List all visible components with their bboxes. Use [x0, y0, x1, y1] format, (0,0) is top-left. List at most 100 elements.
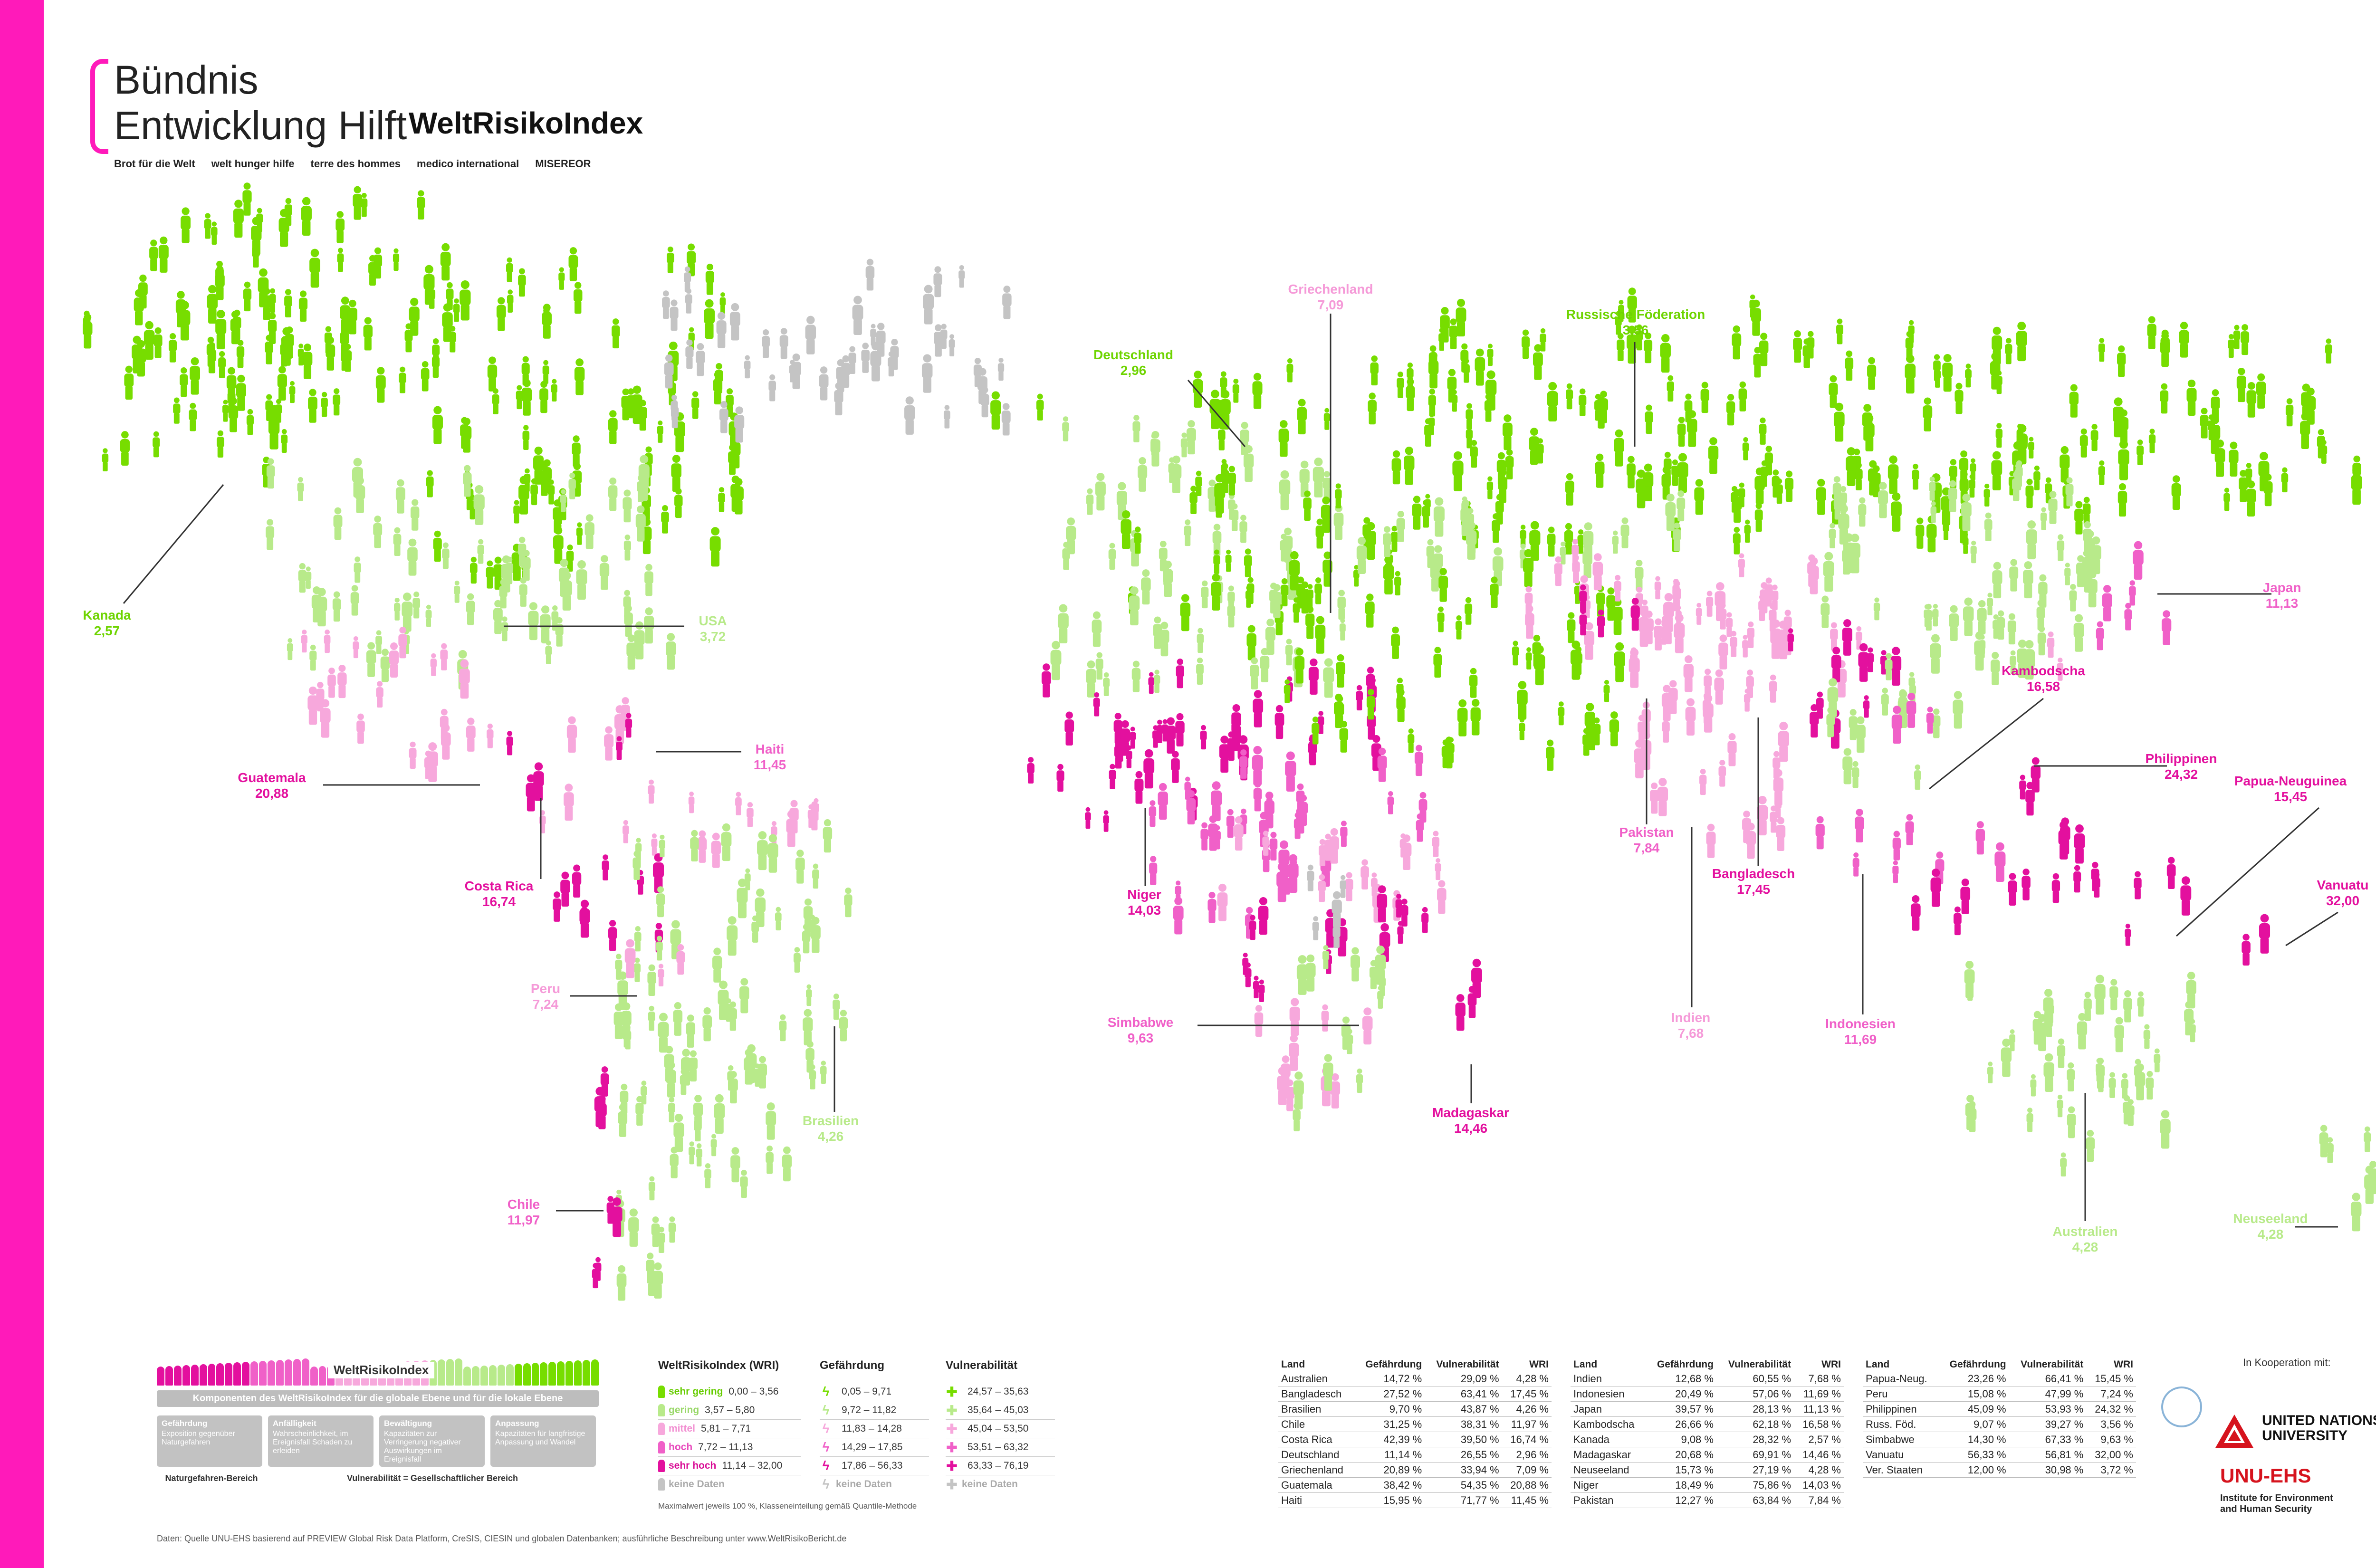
table-header: WRI	[2114, 1359, 2133, 1370]
country-name: Bangladesch	[1712, 866, 1795, 881]
person-figure-icon	[204, 213, 211, 239]
person-figure-icon	[518, 268, 526, 297]
person-figure-icon	[2098, 338, 2105, 362]
country-table-3: Land Gefährdung Vulnerabilität WRI Papua-Neu…	[1863, 1358, 2136, 1478]
person-figure-icon	[2031, 757, 2041, 793]
person-figure-icon	[1418, 792, 1428, 823]
person-figure-icon	[533, 762, 544, 801]
person-figure-icon	[1738, 482, 1745, 507]
person-figure-icon	[2241, 324, 2250, 355]
person-figure-icon	[506, 731, 513, 755]
person-figure-icon	[2082, 497, 2091, 526]
person-figure-icon	[1333, 504, 1344, 540]
person-figure-icon	[1397, 371, 1404, 398]
person-figure-icon	[1772, 751, 1781, 779]
person-figure-icon	[1496, 452, 1506, 486]
person-figure-icon	[635, 1096, 644, 1126]
person-figure-icon	[1815, 816, 1825, 850]
person-figure-icon	[307, 686, 318, 725]
person-figure-icon	[1954, 382, 1964, 414]
table-row: Guatemala 38,42 % 54,35 % 20,88 %	[1278, 1477, 1552, 1493]
person-figure-icon	[2069, 583, 2077, 612]
person-figure-icon	[1200, 822, 1208, 851]
person-figure-icon	[1943, 517, 1949, 540]
person-figure-icon	[1606, 587, 1616, 621]
person-figure-icon	[1095, 652, 1103, 680]
table-row: Chile 31,25 % 38,31 % 11,97 %	[1278, 1416, 1552, 1432]
person-figure-icon	[1217, 423, 1226, 450]
person-figure-icon	[246, 409, 254, 435]
person-figure-icon	[684, 266, 691, 292]
figure-layer	[83, 182, 2376, 1301]
legend-person-icon	[182, 1365, 190, 1386]
table-header: Vulnerabilität	[2021, 1359, 2084, 1370]
country-name: Kambodscha	[2002, 663, 2085, 678]
person-figure-icon	[492, 388, 499, 414]
country-wri-value: 3,72	[699, 629, 726, 644]
person-figure-icon	[2117, 483, 2127, 517]
person-figure-icon	[1564, 523, 1573, 555]
person-figure-icon	[1965, 363, 1972, 388]
table-row: Indien 12,68 % 60,55 % 7,68 %	[1571, 1371, 1844, 1386]
legend-person-icon	[489, 1365, 497, 1386]
table-cell: 38,31 %	[1425, 1416, 1502, 1432]
person-figure-icon	[1584, 622, 1595, 660]
person-figure-icon	[727, 916, 738, 956]
person-figure-icon	[297, 344, 304, 366]
person-figure-icon	[1390, 526, 1399, 552]
person-figure-icon	[506, 257, 513, 282]
person-figure-icon	[1926, 707, 1934, 734]
person-figure-icon	[1449, 318, 1458, 349]
person-figure-icon	[2117, 345, 2126, 377]
leader-line	[1187, 380, 1246, 447]
person-figure-icon	[1250, 657, 1259, 689]
person-figure-icon	[496, 297, 506, 331]
person-figure-icon	[1684, 393, 1693, 422]
table-cell: 66,41 %	[2009, 1371, 2087, 1386]
person-figure-icon	[1264, 791, 1274, 829]
person-figure-icon	[1318, 874, 1326, 902]
person-figure-icon	[634, 621, 645, 660]
person-figure-icon	[1614, 642, 1625, 682]
person-figure-icon	[519, 577, 527, 607]
person-figure-icon	[1664, 613, 1673, 644]
legend-person-icon	[233, 1362, 241, 1386]
person-figure-icon	[1426, 539, 1435, 568]
person-figure-icon	[652, 1262, 663, 1299]
lightning-icon: ϟ	[822, 1477, 830, 1492]
person-figure-icon	[542, 307, 551, 337]
person-figure-icon	[1377, 885, 1388, 923]
table-cell: 33,94 %	[1425, 1462, 1502, 1478]
person-figure-icon	[668, 1216, 676, 1243]
person-figure-icon	[1293, 1071, 1304, 1110]
legend-person-icon	[497, 1365, 505, 1386]
person-figure-icon	[574, 358, 585, 395]
person-figure-icon	[1452, 451, 1464, 491]
person-figure-icon	[211, 221, 218, 245]
person-figure-icon	[1703, 694, 1714, 733]
person-figure-icon	[1414, 745, 1424, 776]
person-figure-icon	[809, 1064, 816, 1090]
person-figure-icon	[2259, 914, 2271, 954]
person-figure-icon	[1297, 399, 1307, 435]
person-figure-icon	[791, 353, 801, 389]
table-row: Niger 18,49 % 75,86 % 14,03 %	[1571, 1477, 1844, 1493]
person-figure-icon	[1252, 373, 1263, 409]
table-cell: 67,33 %	[2009, 1432, 2087, 1447]
person-figure-icon	[1547, 526, 1556, 557]
person-figure-icon	[2161, 610, 2172, 645]
person-figure-icon	[1770, 805, 1778, 833]
legend-wri-classes: WeltRisikoIndex (WRI) sehr gering 0,00 – …	[658, 1359, 801, 1493]
person-figure-icon	[1103, 810, 1109, 832]
person-figure-icon	[739, 978, 749, 1013]
legend-person-icon	[191, 1365, 199, 1386]
table-cell: 42,39 %	[1354, 1432, 1425, 1447]
person-figure-icon	[1836, 318, 1843, 344]
person-figure-icon	[1992, 326, 2002, 365]
person-figure-icon	[2096, 621, 2104, 650]
person-figure-icon	[1050, 641, 1062, 680]
legend-person-icon	[583, 1360, 591, 1386]
person-figure-icon	[1437, 606, 1445, 632]
person-figure-icon	[1890, 647, 1902, 686]
table-row: Philippinen 45,09 % 53,93 % 24,32 %	[1863, 1401, 2136, 1417]
